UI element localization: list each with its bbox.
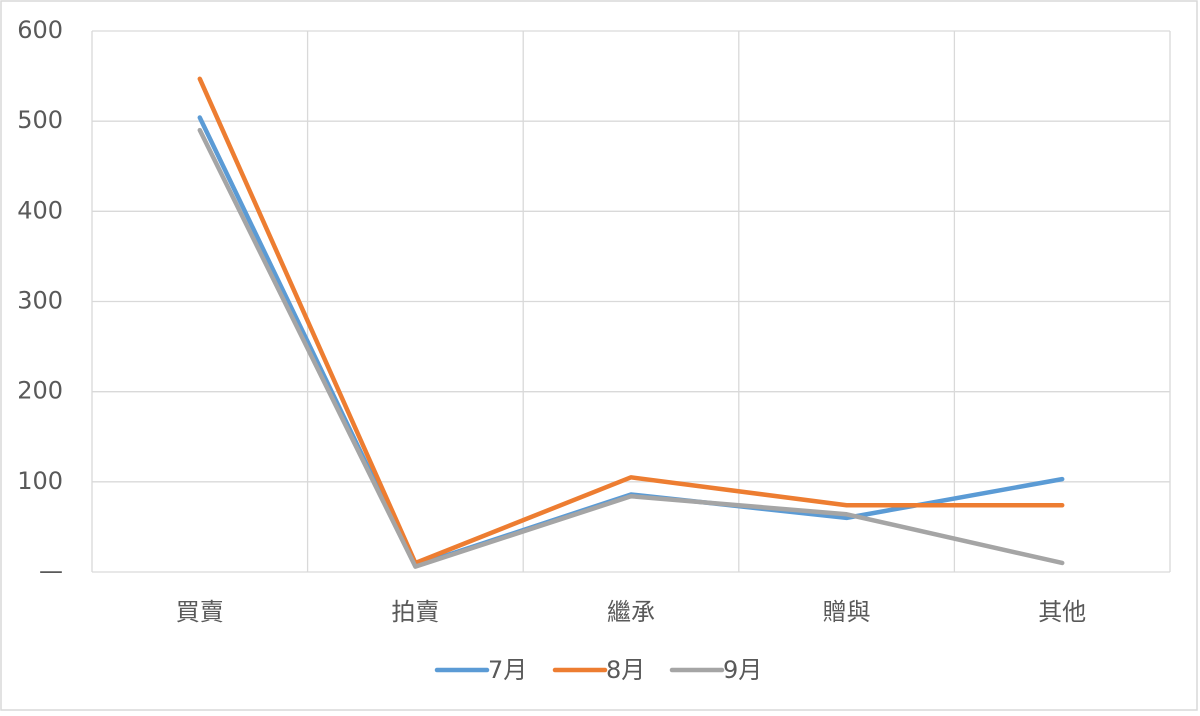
x-tick-label: 其他	[1038, 598, 1086, 626]
y-tick-label: 200	[17, 377, 63, 405]
legend-label: 8月	[606, 656, 645, 684]
y-tick-label: 500	[17, 106, 63, 134]
y-tick-label: 600	[17, 16, 63, 44]
x-tick-label: 繼承	[607, 598, 655, 626]
x-tick-label: 買賣	[176, 598, 224, 626]
series-line	[197, 76, 1065, 566]
x-tick-label: 贈與	[823, 598, 871, 626]
y-tick-label: 100	[17, 467, 63, 495]
series-line	[197, 127, 1065, 569]
y-tick-label: 300	[17, 287, 63, 315]
legend-label: 7月	[488, 656, 527, 684]
y-tick-label: 400	[17, 196, 63, 224]
legend-label: 9月	[723, 656, 762, 684]
y-tick-label: —	[39, 557, 63, 585]
x-tick-label: 拍賣	[391, 598, 439, 626]
